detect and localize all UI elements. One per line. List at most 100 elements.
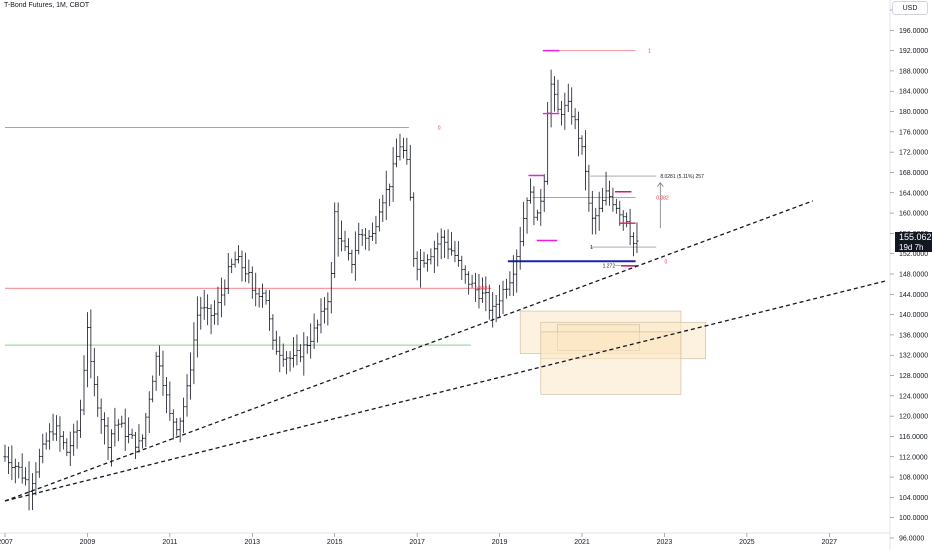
ohlc-bar (6, 446, 11, 474)
ohlc-bar (123, 408, 127, 451)
ohlc-bar (295, 334, 299, 366)
ohlc-bar (168, 381, 172, 421)
ohlc-bar (291, 337, 296, 368)
ohlc-bar (17, 462, 21, 479)
ohlc-bar (556, 79, 560, 113)
ohlc-bar (44, 432, 48, 450)
y-tick-label: 116.0000 (899, 434, 928, 441)
currency-button[interactable]: USD (892, 1, 928, 15)
ohlc-bar (271, 314, 275, 350)
ohlc-bar (106, 417, 110, 461)
chart-title: T-Bond Futures, 1M, CBOT (4, 2, 90, 9)
ohlc-bar (260, 283, 265, 308)
ohlc-bar (82, 355, 86, 416)
trend-line-2 (4, 279, 888, 502)
annotation-label-6: 1.272 (603, 263, 616, 269)
ohlc-bar (374, 215, 378, 245)
annotation-label-8: 8.0281 (5.11%) 257 (660, 174, 704, 180)
ohlc-bar (34, 462, 38, 496)
ohlc-bar (113, 407, 117, 447)
ohlc-bar (223, 279, 227, 306)
ohlc-bar (212, 300, 217, 325)
annotation-label-2: 1 (648, 49, 651, 55)
ohlc-bar (274, 330, 278, 355)
y-tick-label: 152.0000 (899, 251, 928, 258)
y-tick-label: 100.0000 (899, 515, 928, 522)
y-tick-label: 148.0000 (899, 272, 928, 279)
annotation-label-5: 0 (664, 259, 667, 265)
x-tick-label: 2027 (822, 539, 838, 546)
ohlc-bar (250, 266, 254, 299)
ohlc-bar (456, 241, 460, 267)
ohlc-bar (477, 274, 481, 309)
ohlc-bar (432, 240, 436, 274)
x-tick-label: 2019 (492, 539, 508, 546)
ohlc-bar (281, 343, 285, 367)
ohlc-bar (339, 220, 344, 252)
ohlc-bar (78, 399, 83, 438)
ohlc-bar (497, 284, 502, 317)
ohlc-bar (120, 415, 124, 428)
ohlc-bar (398, 133, 402, 161)
ohlc-bar (418, 249, 423, 288)
ohlc-bar (329, 261, 333, 314)
y-tick-label: 172.0000 (899, 150, 928, 157)
y-tick-label: 108.0000 (899, 475, 928, 482)
y-tick-label: 112.0000 (899, 454, 928, 461)
ohlc-bar (453, 240, 457, 263)
measure-arrow (656, 181, 664, 229)
ohlc-bar (384, 170, 388, 221)
ohlc-bar (429, 248, 433, 265)
ohlc-bar (549, 69, 553, 128)
ohlc-bar (439, 228, 443, 260)
ohlc-bar (601, 187, 605, 213)
ohlc-bar (285, 351, 289, 375)
ohlc-bar (326, 292, 330, 326)
ohlc-bar (539, 188, 543, 226)
ohlc-bar (161, 350, 165, 396)
ohlc-bar (346, 238, 351, 261)
x-tick-label: 2015 (327, 539, 343, 546)
ohlc-bar (315, 319, 320, 343)
y-tick-label: 132.0000 (899, 353, 928, 360)
ohlc-bar (628, 208, 632, 246)
y-tick-label: 104.0000 (899, 495, 928, 502)
level-markers (528, 49, 664, 267)
last-price-label: 155.0625 19d 7h (895, 232, 932, 252)
ohlc-bar (278, 336, 282, 373)
annotation-label-4: 0.382 (656, 195, 669, 201)
ohlc-bar (37, 448, 41, 478)
ohlc-bar (625, 212, 629, 228)
ohlc-bar (614, 198, 618, 214)
bar-countdown: 19d 7h (899, 243, 924, 252)
x-tick-label: 2009 (80, 539, 96, 546)
ohlc-bar (508, 271, 512, 297)
ohlc-bar (491, 292, 495, 328)
trend-lines (4, 200, 888, 502)
annotation-label-7: 1 (590, 245, 593, 251)
ohlc-bar (226, 253, 230, 295)
ohlc-bar (594, 207, 598, 235)
ohlc-bar (607, 180, 612, 206)
x-tick-label: 2021 (574, 539, 590, 546)
y-tick-label: 140.0000 (899, 312, 928, 319)
ohlc-bar (480, 277, 485, 303)
ohlc-bar (501, 280, 505, 315)
target-zones (519, 310, 706, 395)
x-tick-label: 2007 (0, 539, 13, 546)
ohlc-bar (154, 351, 158, 391)
ohlc-bar (157, 345, 162, 376)
ohlc-bar (412, 192, 416, 267)
ohlc-bar (425, 254, 430, 272)
ohlc-bar (30, 473, 35, 511)
ohlc-bar (75, 420, 79, 449)
ohlc-bar (264, 289, 268, 305)
ohlc-bar (333, 202, 337, 279)
ohlc-bar (254, 272, 258, 307)
ohlc-bar (377, 198, 381, 232)
ohlc-bar (181, 397, 186, 433)
ohlc-bar (590, 191, 594, 235)
ohlc-bar (175, 417, 179, 436)
last-price-value: 155.0625 (899, 232, 932, 242)
